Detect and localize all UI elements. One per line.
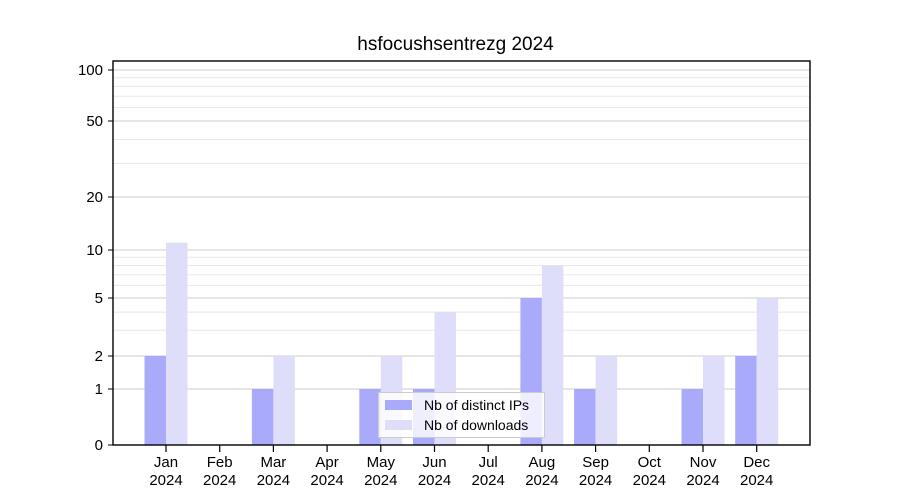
svg-text:50: 50	[86, 113, 103, 130]
svg-text:Jan: Jan	[154, 454, 178, 471]
svg-text:1: 1	[95, 381, 103, 398]
svg-text:10: 10	[86, 242, 103, 259]
svg-text:May: May	[367, 454, 396, 471]
svg-text:Aug: Aug	[529, 454, 556, 471]
svg-text:Dec: Dec	[743, 454, 770, 471]
svg-text:5: 5	[95, 290, 103, 307]
svg-text:2024: 2024	[418, 472, 451, 489]
svg-text:2024: 2024	[203, 472, 236, 489]
svg-text:Oct: Oct	[638, 454, 662, 471]
svg-text:2024: 2024	[686, 472, 719, 489]
svg-text:Mar: Mar	[260, 454, 286, 471]
svg-text:20: 20	[86, 189, 103, 206]
svg-text:2024: 2024	[364, 472, 397, 489]
svg-text:2024: 2024	[525, 472, 558, 489]
svg-text:2024: 2024	[579, 472, 612, 489]
svg-text:2024: 2024	[740, 472, 773, 489]
svg-text:2024: 2024	[149, 472, 182, 489]
svg-text:2: 2	[95, 348, 103, 365]
svg-text:Nov: Nov	[690, 454, 717, 471]
svg-text:Sep: Sep	[582, 454, 609, 471]
svg-text:0: 0	[95, 437, 103, 454]
svg-text:2024: 2024	[472, 472, 505, 489]
svg-text:Jun: Jun	[422, 454, 446, 471]
svg-text:hsfocushsentrezg 2024: hsfocushsentrezg 2024	[357, 34, 554, 55]
svg-text:Jul: Jul	[479, 454, 498, 471]
svg-text:Apr: Apr	[315, 454, 338, 471]
svg-text:2024: 2024	[633, 472, 666, 489]
svg-text:2024: 2024	[310, 472, 343, 489]
svg-text:100: 100	[78, 62, 103, 79]
svg-text:2024: 2024	[257, 472, 290, 489]
svg-text:Feb: Feb	[207, 454, 233, 471]
